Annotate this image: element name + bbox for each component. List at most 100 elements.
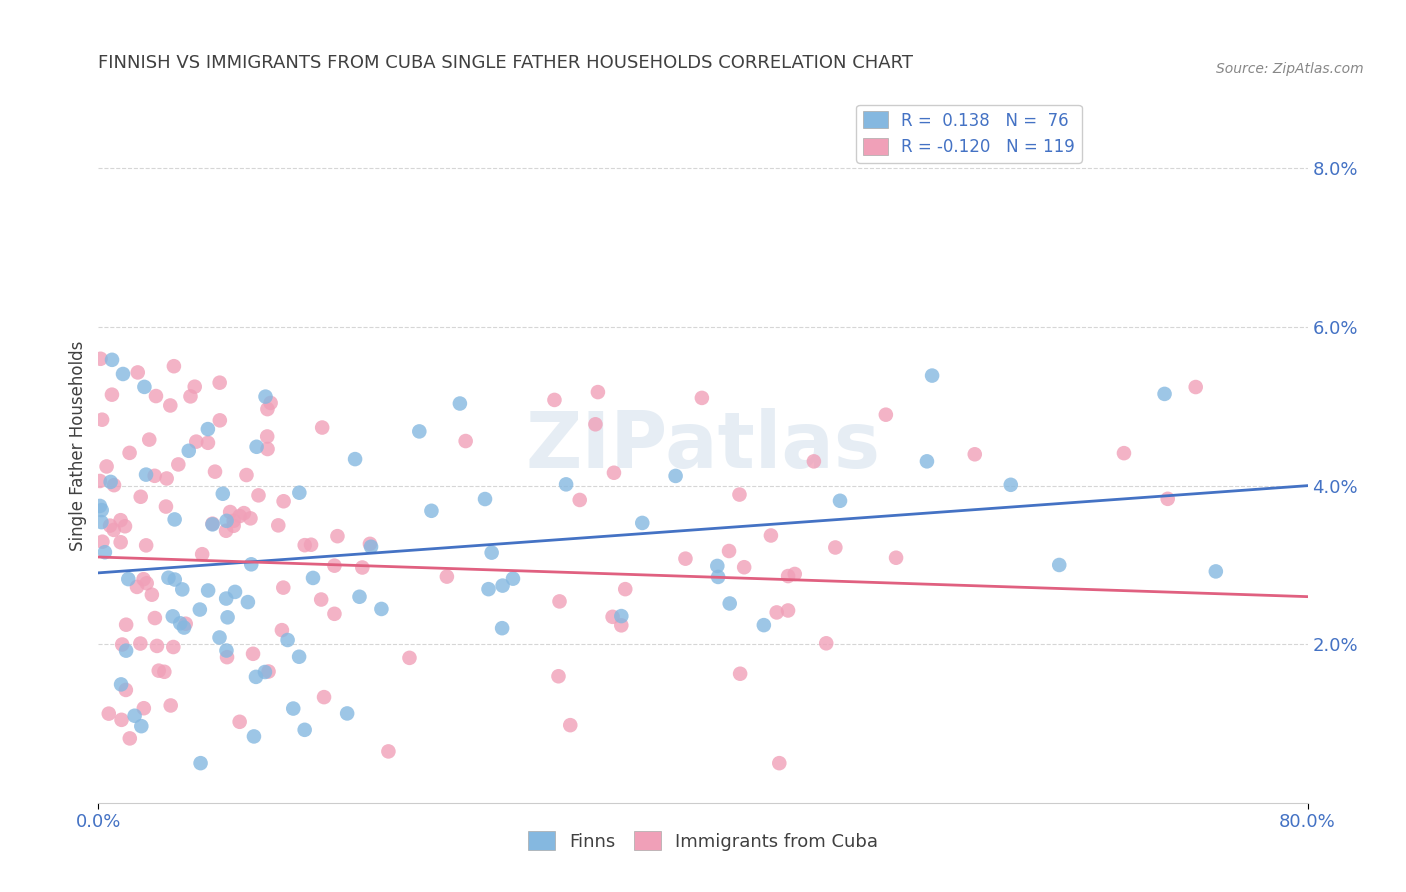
- Point: [548, 594, 571, 608]
- Point: [254, 390, 277, 404]
- Point: [614, 582, 637, 596]
- Point: [115, 643, 138, 657]
- Point: [454, 434, 477, 448]
- Point: [344, 452, 367, 467]
- Point: [718, 597, 741, 611]
- Point: [336, 706, 359, 721]
- Point: [474, 491, 496, 506]
- Point: [129, 636, 152, 650]
- Point: [294, 723, 316, 737]
- Point: [728, 487, 751, 501]
- Point: [1157, 491, 1180, 506]
- Point: [377, 744, 399, 758]
- Point: [148, 664, 170, 678]
- Point: [232, 506, 254, 520]
- Point: [103, 523, 125, 537]
- Point: [215, 650, 238, 665]
- Point: [631, 516, 654, 530]
- Point: [91, 413, 114, 427]
- Point: [803, 454, 825, 468]
- Point: [776, 603, 799, 617]
- Point: [208, 413, 231, 427]
- Point: [706, 558, 728, 573]
- Point: [145, 389, 167, 403]
- Point: [115, 682, 138, 697]
- Point: [90, 503, 112, 517]
- Point: [153, 665, 176, 679]
- Point: [253, 665, 276, 679]
- Point: [179, 389, 201, 403]
- Point: [125, 580, 148, 594]
- Point: [875, 408, 897, 422]
- Point: [111, 367, 134, 381]
- Point: [665, 469, 688, 483]
- Point: [349, 590, 371, 604]
- Point: [117, 572, 139, 586]
- Point: [90, 515, 112, 529]
- Point: [197, 583, 219, 598]
- Point: [288, 485, 311, 500]
- Point: [89, 499, 111, 513]
- Point: [555, 477, 578, 491]
- Point: [309, 592, 332, 607]
- Point: [828, 493, 851, 508]
- Point: [242, 647, 264, 661]
- Point: [690, 391, 713, 405]
- Point: [228, 714, 250, 729]
- Point: [326, 529, 349, 543]
- Point: [118, 731, 141, 746]
- Point: [240, 558, 263, 572]
- Point: [222, 514, 245, 528]
- Point: [191, 547, 214, 561]
- Point: [256, 429, 278, 443]
- Point: [778, 569, 800, 583]
- Legend: Finns, Immigrants from Cuba: Finns, Immigrants from Cuba: [520, 824, 886, 858]
- Point: [90, 351, 112, 366]
- Point: [921, 368, 943, 383]
- Point: [352, 560, 374, 574]
- Point: [97, 706, 120, 721]
- Point: [110, 677, 132, 691]
- Point: [91, 534, 114, 549]
- Point: [157, 571, 180, 585]
- Point: [135, 576, 157, 591]
- Point: [243, 730, 266, 744]
- Point: [675, 551, 697, 566]
- Point: [398, 651, 420, 665]
- Point: [127, 366, 149, 380]
- Point: [228, 509, 250, 524]
- Point: [359, 537, 381, 551]
- Point: [111, 638, 134, 652]
- Point: [267, 518, 290, 533]
- Point: [235, 468, 257, 483]
- Point: [283, 701, 305, 715]
- Point: [115, 617, 138, 632]
- Point: [586, 385, 609, 400]
- Point: [477, 582, 499, 596]
- Point: [138, 433, 160, 447]
- Point: [124, 708, 146, 723]
- Point: [190, 756, 212, 771]
- Point: [208, 376, 231, 390]
- Point: [783, 566, 806, 581]
- Point: [118, 446, 141, 460]
- Point: [162, 640, 184, 654]
- Point: [915, 454, 938, 468]
- Point: [169, 616, 191, 631]
- Point: [491, 621, 513, 635]
- Point: [481, 546, 503, 560]
- Point: [131, 719, 153, 733]
- Point: [299, 538, 322, 552]
- Point: [583, 417, 606, 432]
- Point: [1112, 446, 1135, 460]
- Point: [602, 610, 624, 624]
- Point: [208, 631, 231, 645]
- Point: [215, 524, 238, 538]
- Point: [173, 621, 195, 635]
- Point: [312, 690, 335, 705]
- Point: [543, 392, 565, 407]
- Point: [752, 618, 775, 632]
- Point: [215, 514, 238, 528]
- Point: [277, 632, 299, 647]
- Point: [247, 488, 270, 502]
